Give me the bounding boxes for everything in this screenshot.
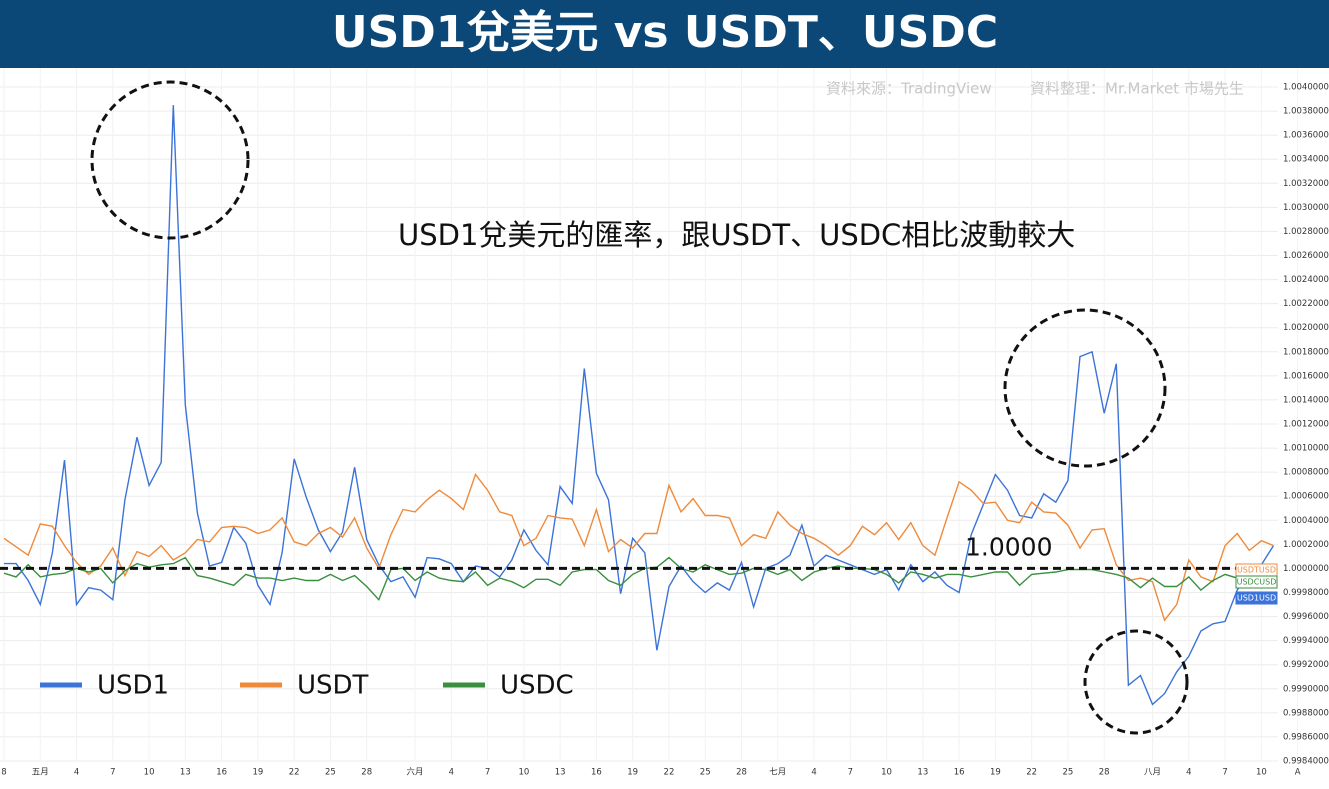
- grid: [0, 68, 1299, 762]
- x-tick-label: 16: [216, 768, 227, 778]
- y-tick-label: 1.00220000: [1283, 299, 1329, 309]
- x-tick-label: 五月: [32, 768, 49, 778]
- x-tick-label: 13: [180, 768, 191, 778]
- x-tick-label: 六月: [407, 767, 424, 778]
- y-tick-label: 1.00040000: [1283, 516, 1329, 526]
- x-tick-label: 10: [518, 768, 529, 778]
- x-tick-label: 7: [485, 768, 490, 778]
- y-tick-label: 1.00180000: [1283, 347, 1329, 357]
- x-tick-label: 七月: [769, 768, 786, 778]
- price-tag-box: [1235, 591, 1278, 605]
- y-tick-label: 1.00340000: [1283, 155, 1329, 165]
- reference-label: 1.0000: [965, 532, 1052, 561]
- series-line: [3, 556, 1274, 601]
- x-tick-label: 10: [1256, 768, 1267, 778]
- x-tick-label: 22: [289, 768, 300, 778]
- highlight-circle: [1003, 308, 1167, 468]
- x-tick-label: 7: [848, 768, 853, 778]
- x-tick-label: 28: [736, 768, 747, 778]
- x-tick-label: 19: [252, 768, 263, 778]
- y-tick-label: 1.00060000: [1283, 492, 1329, 502]
- x-tick-label: 19: [627, 768, 638, 778]
- x-tick-label: 八月: [1144, 768, 1161, 778]
- legend-label: USD1: [97, 671, 169, 701]
- price-tag: USD1USD: [1237, 594, 1276, 603]
- y-tick-label: 1.00100000: [1283, 444, 1329, 454]
- y-tick-label: 1.00200000: [1283, 323, 1329, 333]
- plot: [3, 105, 1275, 706]
- y-tick-label: 1.00080000: [1283, 468, 1329, 478]
- y-tick-label: 1.00300000: [1283, 203, 1329, 213]
- y-tick-label: 1.00120000: [1283, 420, 1329, 430]
- highlight-circle: [90, 80, 250, 240]
- y-tick-label: 1.00260000: [1283, 251, 1329, 261]
- x-tick-label: 25: [325, 768, 336, 778]
- highlight-circles: [90, 80, 1189, 735]
- y-tick-label: 1.00360000: [1283, 131, 1329, 141]
- x-tick-label: 4: [74, 768, 79, 778]
- x-tick-label: 25: [700, 768, 711, 778]
- legend-label: USDC: [500, 671, 574, 701]
- title-bar: [0, 0, 1329, 68]
- x-tick-label: 13: [555, 768, 566, 778]
- x-tick-label: 10: [881, 768, 892, 778]
- x-tick-label: 4: [811, 768, 816, 778]
- y-tick-label: 1.00020000: [1283, 540, 1329, 550]
- x-tick-label: 25: [1063, 768, 1074, 778]
- x-tick-label: 16: [954, 768, 965, 778]
- highlight-circle: [1083, 629, 1189, 735]
- y-tick-label: 0.99840000: [1283, 757, 1329, 767]
- x-tick-label: 13: [917, 768, 928, 778]
- y-tick-label: 1.00240000: [1283, 275, 1329, 285]
- legend-label: USDT: [297, 671, 369, 701]
- price-tag: USDTUSD: [1237, 566, 1276, 575]
- x-tick-label: 19: [990, 768, 1001, 778]
- source: 資料來源：TradingView: [826, 80, 992, 98]
- x-tick-label: 8: [1, 768, 6, 778]
- x-tick-label: 28: [1099, 768, 1110, 778]
- x-tick-label: 10: [144, 768, 155, 778]
- x-tick-label: 7: [110, 768, 115, 778]
- series-line: [3, 473, 1274, 622]
- y-tick-label: 1.00400000: [1283, 83, 1329, 93]
- x-tick-label: 28: [361, 768, 372, 778]
- chart-title: USD1兌美元 vs USDT、USDC: [332, 7, 998, 58]
- x-tick-label: 4: [1186, 768, 1191, 778]
- y-tick-label: 1.00160000: [1283, 371, 1329, 381]
- x-tick-label: 4: [449, 768, 454, 778]
- y-tick-label: 1.00380000: [1283, 107, 1329, 117]
- price-tag: USDCUSD: [1237, 578, 1277, 587]
- x-tick-label: 22: [1026, 768, 1037, 778]
- y-tick-label: 1.00280000: [1283, 227, 1329, 237]
- price-tag-box: [1235, 575, 1278, 589]
- compiled-by: 資料整理：Mr.Market 市場先生: [1030, 80, 1244, 98]
- x-tick-label: 22: [664, 768, 675, 778]
- x-tick-label: 16: [591, 768, 602, 778]
- y-tick-label: 1.00320000: [1283, 179, 1329, 189]
- x-tick-label: 7: [1222, 768, 1227, 778]
- x-tick-label: A: [1295, 768, 1301, 778]
- y-tick-label: 1.00140000: [1283, 395, 1329, 405]
- annotation: USD1兌美元的匯率，跟USDT、USDC相比波動較大: [398, 218, 1075, 252]
- series-line: [4, 105, 1275, 706]
